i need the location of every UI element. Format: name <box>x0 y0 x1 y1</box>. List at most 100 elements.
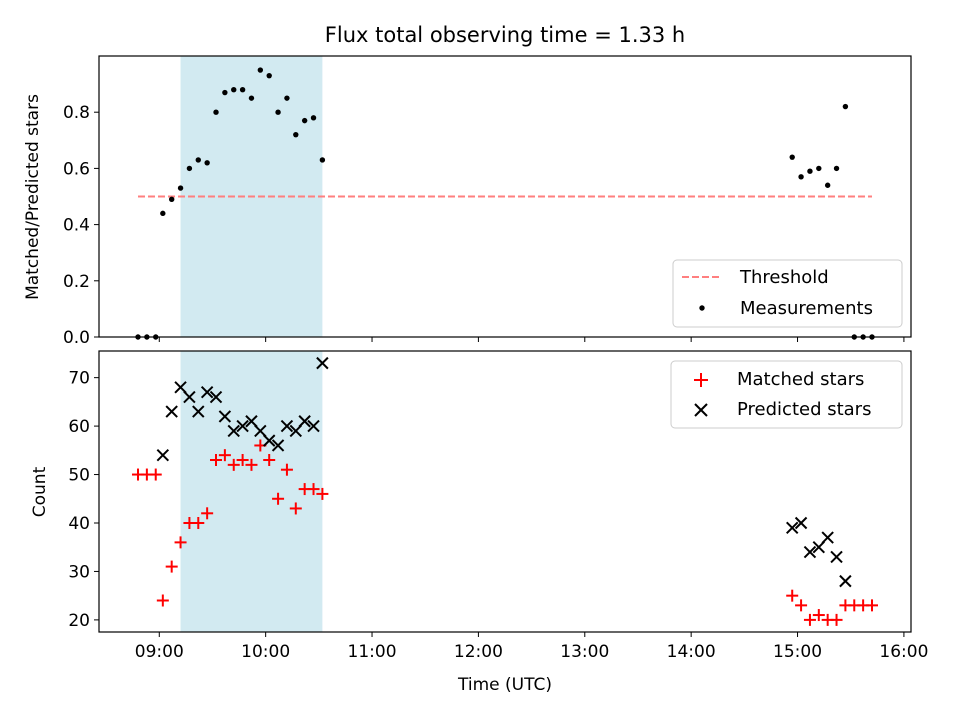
top-y-tick-label: 0.8 <box>63 103 90 123</box>
predicted-point <box>236 419 249 433</box>
predicted-point <box>830 550 843 564</box>
bottom-y-axis-label: Count <box>30 466 50 517</box>
predicted-point <box>821 531 834 544</box>
predicted-point <box>289 424 303 438</box>
x-tick-label: 14:00 <box>667 642 716 662</box>
measurement-point <box>293 131 299 138</box>
predicted-point <box>803 545 817 559</box>
predicted-point <box>209 390 223 404</box>
predicted-point <box>254 424 267 438</box>
measurements-legend-swatch <box>699 305 705 311</box>
matched-legend-swatch <box>694 373 708 387</box>
matched-point <box>156 594 169 607</box>
top-y-tick-label: 0.6 <box>63 159 90 179</box>
bottom-y-tick-label: 40 <box>68 514 90 534</box>
measurement-point <box>195 157 201 163</box>
x-tick-label: 11:00 <box>348 642 397 662</box>
bottom-panel: 20 30 40 50 60 70 09:00 10:00 11:00 12:00 13:00 14… <box>30 350 928 695</box>
x-tick-label: 12:00 <box>454 642 503 662</box>
bottom-y-tick-label: 30 <box>68 562 90 582</box>
top-y-tick-label: 0.4 <box>63 216 90 236</box>
x-axis-label: Time (UTC) <box>457 675 552 695</box>
bottom-legend: Matched stars Predicted stars <box>670 360 903 429</box>
x-tick-label: 10:00 <box>241 642 290 662</box>
matched-point <box>272 492 285 505</box>
matched-point <box>245 458 258 471</box>
measurement-point <box>284 95 290 101</box>
predicted-point <box>165 405 178 418</box>
matched-point <box>263 454 276 467</box>
matched-point <box>830 613 843 626</box>
bottom-y-tick-label: 20 <box>68 611 90 631</box>
x-tick-label: 16:00 <box>879 642 928 662</box>
matched-point <box>236 454 249 467</box>
measurement-point <box>222 89 228 96</box>
predicted-point <box>192 405 205 418</box>
top-panel: 0.00.20.40.60.8 Matched/Predicted stars … <box>23 55 912 348</box>
measurement-point <box>824 182 831 188</box>
measurement-point <box>301 117 308 124</box>
matched-point <box>201 507 214 520</box>
measurement-point <box>248 95 255 101</box>
top-legend-box <box>672 259 903 328</box>
matched-point <box>786 589 799 602</box>
measurement-point <box>177 185 184 191</box>
predicted-point <box>298 415 311 428</box>
predicted-point <box>307 419 320 433</box>
predicted-point <box>218 410 232 423</box>
bottom-axes-frame <box>98 350 912 633</box>
measurement-point <box>213 109 219 115</box>
top-y-tick-label: 0.0 <box>63 328 90 348</box>
top-y-tick-label: 0.2 <box>63 272 90 292</box>
matched-point <box>803 613 816 626</box>
matched-point <box>174 536 187 549</box>
matched-point <box>192 516 205 529</box>
predicted-point <box>262 434 276 447</box>
predicted-point <box>183 390 196 404</box>
predicted-point <box>839 574 852 588</box>
bottom-shaded-span <box>180 351 323 632</box>
threshold-legend-label: Threshold <box>739 267 829 288</box>
matched-point <box>149 468 162 481</box>
measurement-point <box>257 67 264 73</box>
predicted-point <box>200 385 214 399</box>
bottom-legend-box <box>670 360 903 429</box>
measurement-point <box>231 87 237 93</box>
x-tick-label: 13:00 <box>560 642 609 662</box>
measurement-point <box>160 210 166 217</box>
measurement-point <box>807 168 813 174</box>
matched-point <box>316 487 329 500</box>
measurement-point <box>186 165 193 172</box>
top-legend: Threshold Measurements <box>672 259 903 328</box>
predicted-legend-swatch <box>694 403 708 417</box>
top-axes-frame <box>98 55 912 338</box>
measurement-point <box>816 165 822 172</box>
matched-point <box>218 449 231 462</box>
measurement-point <box>789 154 795 160</box>
measurement-point <box>842 103 849 110</box>
x-tick-label: 09:00 <box>135 642 184 662</box>
predicted-point <box>227 424 240 438</box>
measurements-legend-label: Measurements <box>740 298 873 319</box>
predicted-point <box>156 448 170 462</box>
top-y-axis-label: Matched/Predicted stars <box>23 94 43 300</box>
matched-point <box>165 560 178 573</box>
matched-point <box>210 454 223 467</box>
matched-point <box>289 502 302 515</box>
matched-point <box>227 458 240 471</box>
predicted-point <box>794 516 808 530</box>
measurement-point <box>798 174 804 180</box>
measurement-point <box>239 87 246 93</box>
predicted-point <box>316 356 329 370</box>
bottom-y-tick-label: 70 <box>68 369 90 389</box>
matched-point <box>865 599 878 612</box>
predicted-point <box>786 521 799 535</box>
measurement-point <box>204 160 210 166</box>
x-tick-label: 15:00 <box>773 642 822 662</box>
predicted-point <box>812 541 826 554</box>
matched-point <box>795 599 808 612</box>
matched-point <box>812 609 825 622</box>
bottom-y-tick-label: 50 <box>68 466 90 486</box>
predicted-point <box>174 381 187 394</box>
